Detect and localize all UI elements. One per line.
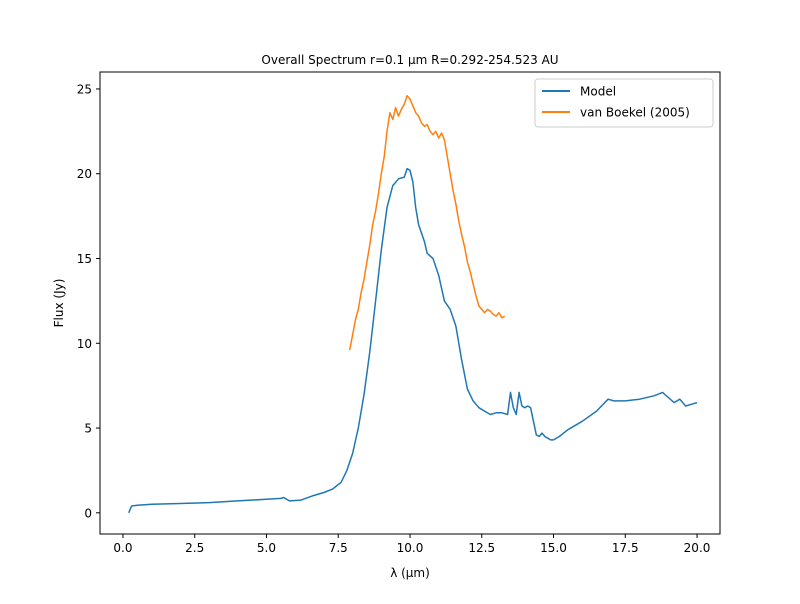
y-tick-label: 5 [84,422,92,436]
legend-box [534,78,714,128]
y-tick-label: 25 [77,82,92,96]
x-tick-label: 12.5 [468,541,495,555]
series-line-van-boekel [348,94,506,351]
x-axis-label: λ (μm) [390,566,430,580]
x-tick-label: 0.0 [113,541,132,555]
y-tick-label: 20 [77,167,92,181]
y-axis-ticks: 0 5 10 15 20 25 [77,82,100,520]
x-tick-label: 17.5 [612,541,639,555]
x-tick-label: 5.0 [257,541,276,555]
y-tick-label: 0 [84,506,92,520]
x-tick-label: 15.0 [540,541,567,555]
x-axis-ticks: 0.0 2.5 5.0 7.5 10.0 12.5 15.0 17.5 20.0 [113,534,710,555]
y-tick-label: 10 [77,337,92,351]
x-tick-label: 7.5 [329,541,348,555]
legend-label-van-boekel: van Boekel (2005) [580,106,690,120]
x-tick-label: 20.0 [684,541,711,555]
x-tick-label: 10.0 [397,541,424,555]
chart-title: Overall Spectrum r=0.1 μm R=0.292-254.52… [261,53,558,67]
y-axis-label: Flux (Jy) [52,279,66,328]
series-layer [128,94,698,514]
legend-label-model: Model [580,85,616,99]
y-tick-label: 15 [77,252,92,266]
x-tick-label: 2.5 [185,541,204,555]
series-line-model [128,167,698,514]
legend: Model van Boekel (2005) [534,78,714,128]
